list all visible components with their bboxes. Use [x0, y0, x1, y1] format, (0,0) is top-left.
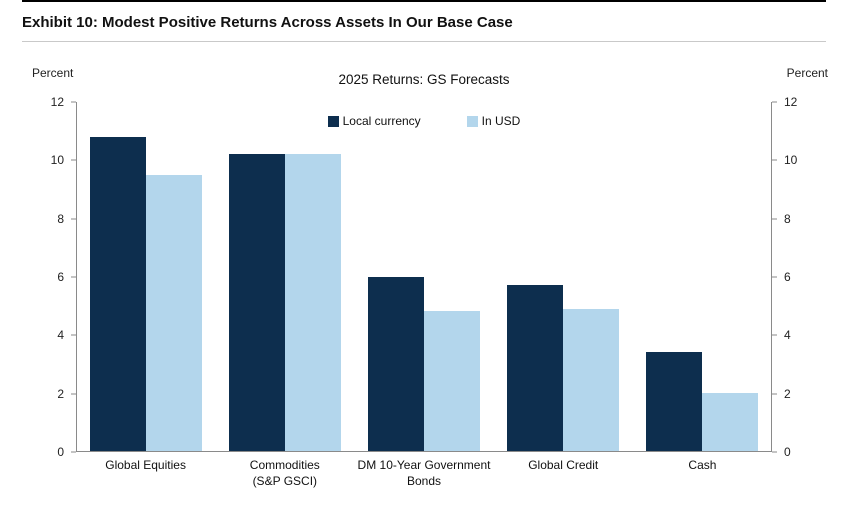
bar-group	[77, 102, 216, 451]
y-tick-label: 12	[50, 95, 64, 109]
y-tick-label: 12	[784, 95, 798, 109]
y-tick-label: 10	[784, 153, 798, 168]
y-tick-mark	[71, 451, 76, 453]
y-tick-mark	[772, 159, 777, 161]
bar-group	[355, 102, 494, 451]
y-tick-label: 8	[57, 211, 64, 226]
y-tick-mark	[71, 101, 76, 103]
plot-area: Local currency In USD	[76, 102, 772, 452]
legend-item: In USD	[466, 114, 521, 128]
bar	[146, 174, 203, 451]
y-tick-label: 0	[784, 445, 791, 459]
bar	[285, 154, 342, 451]
y-tick-mark	[772, 393, 777, 395]
y-axis-caption-left: Percent	[32, 66, 74, 80]
y-tick-mark	[71, 393, 76, 395]
x-category-label: Global Credit	[528, 458, 599, 472]
y-tick-mark	[772, 101, 777, 103]
exhibit-header: Exhibit 10: Modest Positive Returns Acro…	[22, 0, 826, 41]
bar-group	[493, 102, 632, 451]
y-tick-label: 10	[50, 153, 64, 168]
y-axis-caption-right: Percent	[786, 66, 828, 80]
header-divider	[22, 41, 826, 42]
x-category-label: Commodities (S&P GSCI)	[249, 458, 320, 488]
y-tick-mark	[71, 218, 76, 220]
y-tick-label: 4	[57, 328, 64, 343]
y-tick-mark	[772, 218, 777, 220]
legend-swatch	[327, 115, 339, 127]
legend-label: In USD	[481, 114, 521, 128]
bar-chart: Percent 2025 Returns: GS Forecasts Perce…	[10, 60, 838, 496]
y-tick-mark	[772, 276, 777, 278]
bar	[506, 285, 563, 451]
y-tick-label: 6	[57, 270, 64, 284]
y-tick-mark	[71, 159, 76, 161]
y-tick-label: 4	[784, 328, 791, 343]
bar-group	[216, 102, 355, 451]
y-axis-right: 0 2 4 6 8 10 12	[772, 96, 830, 458]
legend-label: Local currency	[342, 114, 421, 128]
y-tick-mark	[772, 334, 777, 336]
legend-item: Local currency	[327, 114, 421, 128]
bar	[229, 154, 286, 451]
y-tick-label: 0	[57, 445, 64, 459]
y-tick-label: 6	[784, 270, 791, 284]
y-tick-mark	[71, 276, 76, 278]
legend: Local currency In USD	[77, 114, 771, 128]
y-tick-label: 8	[784, 211, 791, 226]
x-axis-labels: Global Equities Commodities (S&P GSCI) DM …	[76, 452, 772, 496]
bar	[367, 276, 424, 451]
y-tick-label: 2	[784, 386, 791, 401]
y-tick-mark	[71, 334, 76, 336]
bar	[645, 352, 702, 451]
bar	[90, 136, 147, 451]
y-axis-left: 0 2 4 6 8 10 12	[18, 96, 76, 458]
bar-group	[632, 102, 771, 451]
chart-title: 2025 Returns: GS Forecasts	[338, 72, 510, 87]
y-tick-mark	[772, 451, 777, 453]
exhibit-title: Exhibit 10: Modest Positive Returns Acro…	[22, 14, 513, 31]
bar	[423, 311, 480, 451]
bar	[701, 392, 758, 451]
bar	[562, 308, 619, 451]
x-category-label: Cash	[688, 458, 717, 472]
x-category-label: Global Equities	[105, 458, 186, 472]
x-category-label: DM 10-Year Government Bonds	[357, 458, 491, 488]
y-tick-label: 2	[57, 386, 64, 401]
legend-swatch	[466, 115, 478, 127]
